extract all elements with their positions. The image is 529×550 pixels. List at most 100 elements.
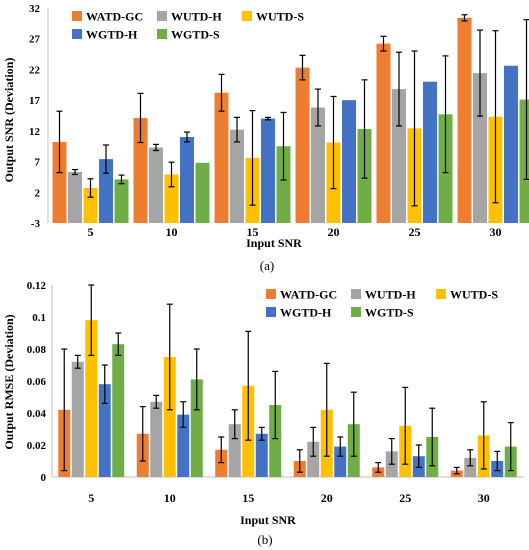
bar-wutd-h [392, 89, 406, 223]
legend-swatch [436, 289, 446, 299]
x-tick-labels-b: 5 10 15 20 25 30 [88, 491, 490, 505]
legend-label: WATD-GC [280, 288, 337, 302]
bar-wgtd-h [261, 118, 275, 223]
y-tick-label: 0.08 [27, 344, 47, 356]
bar-watd-gc [52, 141, 67, 223]
bar-wutd-h [228, 424, 241, 477]
bar-wutd-s [163, 357, 176, 477]
legend-label: WUTD-H [365, 288, 416, 302]
y-tick-label: -3 [31, 218, 41, 230]
caption-a: (a) [260, 258, 274, 273]
bar-wgtd-h [423, 81, 437, 223]
legend-swatch [157, 11, 167, 21]
bar-wgtd-s [190, 379, 203, 477]
bars-a [52, 17, 529, 224]
bar-wgtd-h [342, 100, 356, 223]
bar-wgtd-s [519, 99, 529, 223]
legend-swatch [157, 29, 167, 39]
x-tick-label: 25 [409, 225, 421, 239]
x-tick-label: 10 [164, 491, 176, 505]
y-tick-labels-b: 0 0.02 0.04 0.06 0.08 0.1 0.12 [27, 280, 47, 484]
legend-swatch [72, 11, 82, 21]
legend-swatch [351, 307, 361, 317]
y-tick-label: 0 [41, 472, 47, 484]
legend-label: WGTD-H [280, 306, 332, 320]
bar-wgtd-s [112, 344, 125, 477]
bar-wgtd-h [255, 433, 268, 477]
y-tick-label: 0.02 [27, 440, 47, 452]
x-tick-label: 20 [328, 225, 340, 239]
y-tick-label: 27 [29, 34, 41, 46]
y-axis-label-a: Output SNR (Deviation) [2, 58, 16, 183]
legend-label: WGTD-H [86, 28, 138, 42]
x-tick-label: 15 [247, 225, 259, 239]
x-tick-label: 5 [88, 225, 94, 239]
bars-b [58, 320, 517, 477]
bar-wgtd-h [99, 159, 113, 223]
bar-wutd-h [68, 172, 82, 223]
x-tick-label: 5 [88, 491, 94, 505]
y-tick-label: 0.12 [27, 280, 47, 292]
y-tick-label: 12 [29, 126, 41, 138]
y-tick-label: 0.06 [27, 376, 47, 388]
y-tick-label: 0.04 [27, 408, 47, 420]
bar-wutd-h [307, 441, 320, 477]
bar-wutd-h [230, 129, 244, 223]
bar-wutd-h [311, 107, 325, 223]
legend-label: WGTD-S [365, 306, 414, 320]
legend-label: WATD-GC [86, 10, 143, 24]
y-tick-label: 7 [35, 157, 41, 169]
bar-wutd-s [164, 174, 179, 223]
y-tick-label: 0.1 [32, 312, 46, 324]
bar-wgtd-s [114, 179, 129, 223]
error-bars-b [61, 284, 514, 475]
bar-wutd-h [150, 401, 163, 477]
chart-panel-b: 0 0.02 0.04 0.06 0.08 0.1 0.12 5 10 15 20 25 30 WAT… [2, 280, 524, 547]
x-tick-label: 15 [242, 491, 254, 505]
legend-b: WATD-GC WUTD-H WUTD-S WGTD-H WGTD-S [266, 288, 498, 320]
bar-wgtd-h [334, 446, 347, 477]
bar-wgtd-s [276, 146, 291, 223]
y-tick-label: 22 [29, 64, 41, 76]
x-tick-label: 20 [321, 491, 333, 505]
legend-label: WUTD-S [450, 288, 498, 302]
x-tick-label: 30 [478, 491, 490, 505]
bar-wutd-h [149, 147, 163, 223]
legend-label: WGTD-S [171, 28, 220, 42]
legend-swatch [242, 11, 252, 21]
bar-wutd-h [71, 361, 84, 477]
bar-watd-gc [376, 43, 391, 223]
bar-watd-gc [214, 92, 229, 224]
x-axis-label-a: Input SNR [246, 236, 302, 250]
x-tick-label: 10 [166, 225, 178, 239]
y-axis-label-b: Output RMSE (Deviation) [2, 314, 16, 449]
bar-watd-gc [215, 449, 228, 477]
legend-a: WATD-GC WUTD-H WUTD-S WGTD-H WGTD-S [72, 10, 304, 42]
y-tick-label: 32 [29, 3, 41, 15]
legend-swatch [351, 289, 361, 299]
legend-label: WUTD-H [171, 10, 222, 24]
y-tick-label: 2 [35, 187, 41, 199]
legend-swatch [266, 289, 276, 299]
bar-wutd-s [83, 187, 98, 223]
bar-wgtd-s [269, 405, 282, 477]
x-tick-label: 25 [399, 491, 411, 505]
bar-wgtd-s [195, 162, 210, 223]
y-tick-label: 17 [29, 95, 41, 107]
x-axis-label-b: Input SNR [240, 513, 296, 527]
x-tick-label: 30 [490, 225, 502, 239]
caption-b: (b) [257, 532, 272, 547]
bar-wutd-h [473, 73, 487, 223]
bar-wgtd-h [180, 137, 194, 223]
error-bars-a [56, 14, 529, 207]
bar-watd-gc [295, 67, 310, 223]
legend-swatch [72, 29, 82, 39]
bar-wutd-h [464, 457, 477, 477]
legend-label: WUTD-S [256, 10, 304, 24]
bar-wgtd-h [504, 65, 518, 223]
bar-wgtd-h [177, 414, 190, 477]
bar-watd-gc [457, 17, 472, 224]
